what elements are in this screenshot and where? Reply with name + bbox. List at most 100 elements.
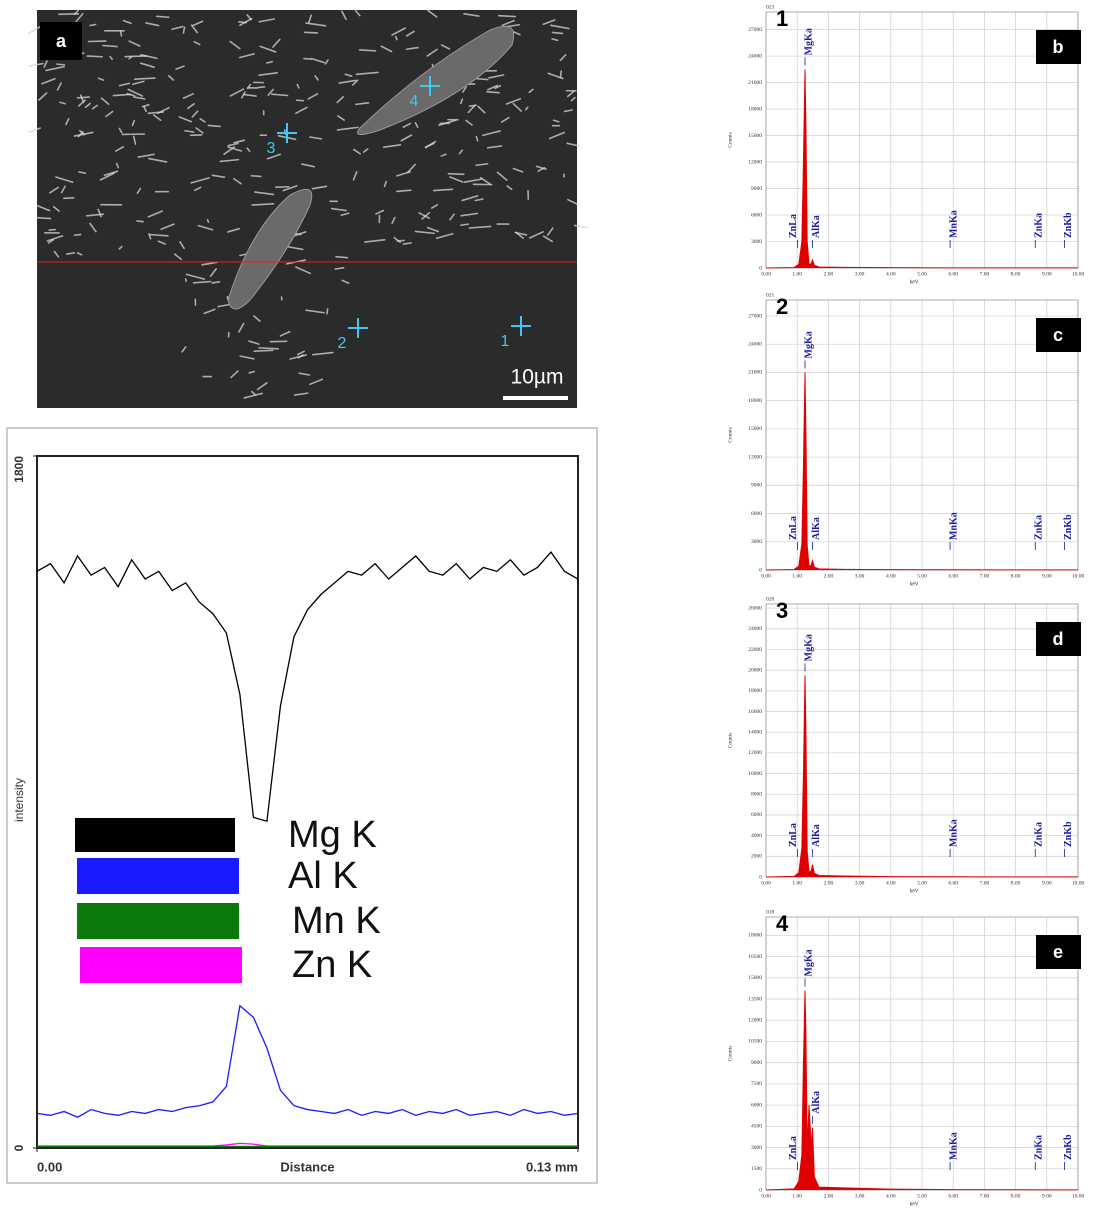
x-tick-label: 8.00	[1011, 880, 1021, 886]
peak-label: ZnKa	[1034, 822, 1045, 847]
sem-texture	[209, 268, 217, 277]
sem-texture	[435, 232, 454, 240]
y-tick-label: 12000	[748, 750, 762, 756]
y-tick-label: 21000	[748, 80, 762, 86]
y-tick-label: 3000	[751, 1145, 762, 1151]
sem-texture	[89, 23, 97, 27]
y-axis-label: Counts	[727, 733, 733, 749]
sem-texture	[173, 253, 182, 261]
sem-texture	[240, 91, 246, 99]
y-tick-label: 0	[12, 1144, 26, 1151]
y-tick-label: 14000	[748, 729, 762, 735]
sem-texture	[103, 170, 119, 177]
x-tick-label: 0.00	[761, 573, 771, 579]
sem-texture	[312, 351, 334, 356]
x-tick-label: 3.00	[855, 271, 865, 277]
sem-texture	[535, 165, 547, 170]
sem-texture	[334, 267, 345, 270]
peak-label: AlKa	[811, 1091, 822, 1114]
x-tick-label: 0.00	[761, 880, 771, 886]
sem-texture	[282, 185, 298, 192]
corner-label: 023	[766, 4, 775, 10]
sem-texture	[459, 223, 470, 227]
scale-bar-label: 10µm	[511, 366, 564, 389]
sem-texture	[76, 252, 83, 256]
peak-label: ZnKb	[1063, 514, 1074, 540]
sem-texture	[140, 53, 158, 60]
sem-texture	[432, 188, 454, 192]
sem-texture	[449, 176, 464, 183]
y-tick-label: 7500	[751, 1081, 762, 1087]
sem-texture	[76, 96, 90, 99]
x-tick-label: 4.00	[886, 271, 896, 277]
sem-texture	[402, 242, 412, 245]
y-tick-label: 6000	[751, 812, 762, 818]
sem-texture	[460, 212, 478, 217]
peak-label: ZnKa	[1034, 1135, 1045, 1160]
corner-label: 018	[766, 909, 775, 915]
sem-texture	[354, 9, 361, 17]
peak-label: AlKa	[811, 824, 822, 847]
sem-texture	[59, 101, 66, 105]
sem-texture	[467, 104, 476, 114]
sem-texture	[84, 102, 91, 109]
sem-texture	[79, 94, 85, 104]
x-axis-label: Distance	[280, 1159, 334, 1174]
sem-texture	[229, 40, 241, 50]
sem-texture	[131, 119, 136, 127]
sem-texture	[341, 279, 350, 285]
sem-texture	[65, 118, 70, 126]
sem-texture	[258, 72, 279, 77]
sem-texture	[514, 231, 528, 236]
sem-texture	[219, 158, 240, 163]
panel-label: b	[1053, 37, 1064, 57]
sem-texture	[296, 83, 300, 89]
y-tick-label: 3000	[751, 539, 762, 545]
y-tick-label: 21000	[748, 370, 762, 376]
sem-texture	[270, 93, 289, 97]
sem-texture	[253, 349, 274, 352]
peak-label: MgKa	[803, 634, 814, 661]
corner-label: 021	[766, 292, 775, 298]
y-tick-label: 24000	[748, 626, 762, 632]
sem-texture	[341, 10, 347, 21]
sem-texture	[79, 129, 86, 136]
peak-label: ZnLa	[788, 1136, 799, 1160]
peak-label: MnKa	[948, 1132, 959, 1160]
sem-texture	[465, 119, 473, 126]
panel-label-box	[1036, 30, 1081, 64]
sem-texture	[528, 88, 534, 94]
peak-label: MgKa	[803, 331, 814, 358]
sem-texture	[227, 142, 239, 147]
sem-texture	[340, 212, 350, 217]
y-axis-label: Counts	[727, 427, 733, 443]
series-line	[36, 1004, 579, 1118]
sem-texture	[43, 60, 48, 68]
sem-texture	[36, 204, 51, 212]
sem-texture	[243, 93, 257, 97]
y-tick-label: 4500	[751, 1124, 762, 1130]
sem-texture	[542, 19, 556, 26]
sem-texture	[149, 233, 169, 237]
sem-texture	[171, 25, 184, 31]
sem-texture	[184, 129, 195, 133]
sem-texture	[139, 62, 156, 68]
sem-texture	[105, 110, 114, 118]
sem-texture	[246, 147, 251, 153]
x-tick-label: 9.00	[1042, 1193, 1052, 1199]
sem-texture	[128, 40, 141, 47]
sem-texture	[239, 355, 255, 360]
sem-texture	[486, 145, 503, 149]
sem-texture	[145, 22, 160, 27]
sem-texture	[475, 163, 489, 167]
x-tick-label: 9.00	[1042, 573, 1052, 579]
sem-texture	[36, 216, 52, 220]
sem-texture	[28, 62, 44, 67]
sem-texture	[426, 48, 438, 57]
sem-texture	[182, 92, 194, 99]
sem-texture	[497, 14, 517, 18]
sem-texture	[563, 109, 574, 113]
spectrum	[765, 675, 1079, 878]
sem-texture	[506, 185, 513, 191]
sem-texture	[91, 104, 99, 110]
